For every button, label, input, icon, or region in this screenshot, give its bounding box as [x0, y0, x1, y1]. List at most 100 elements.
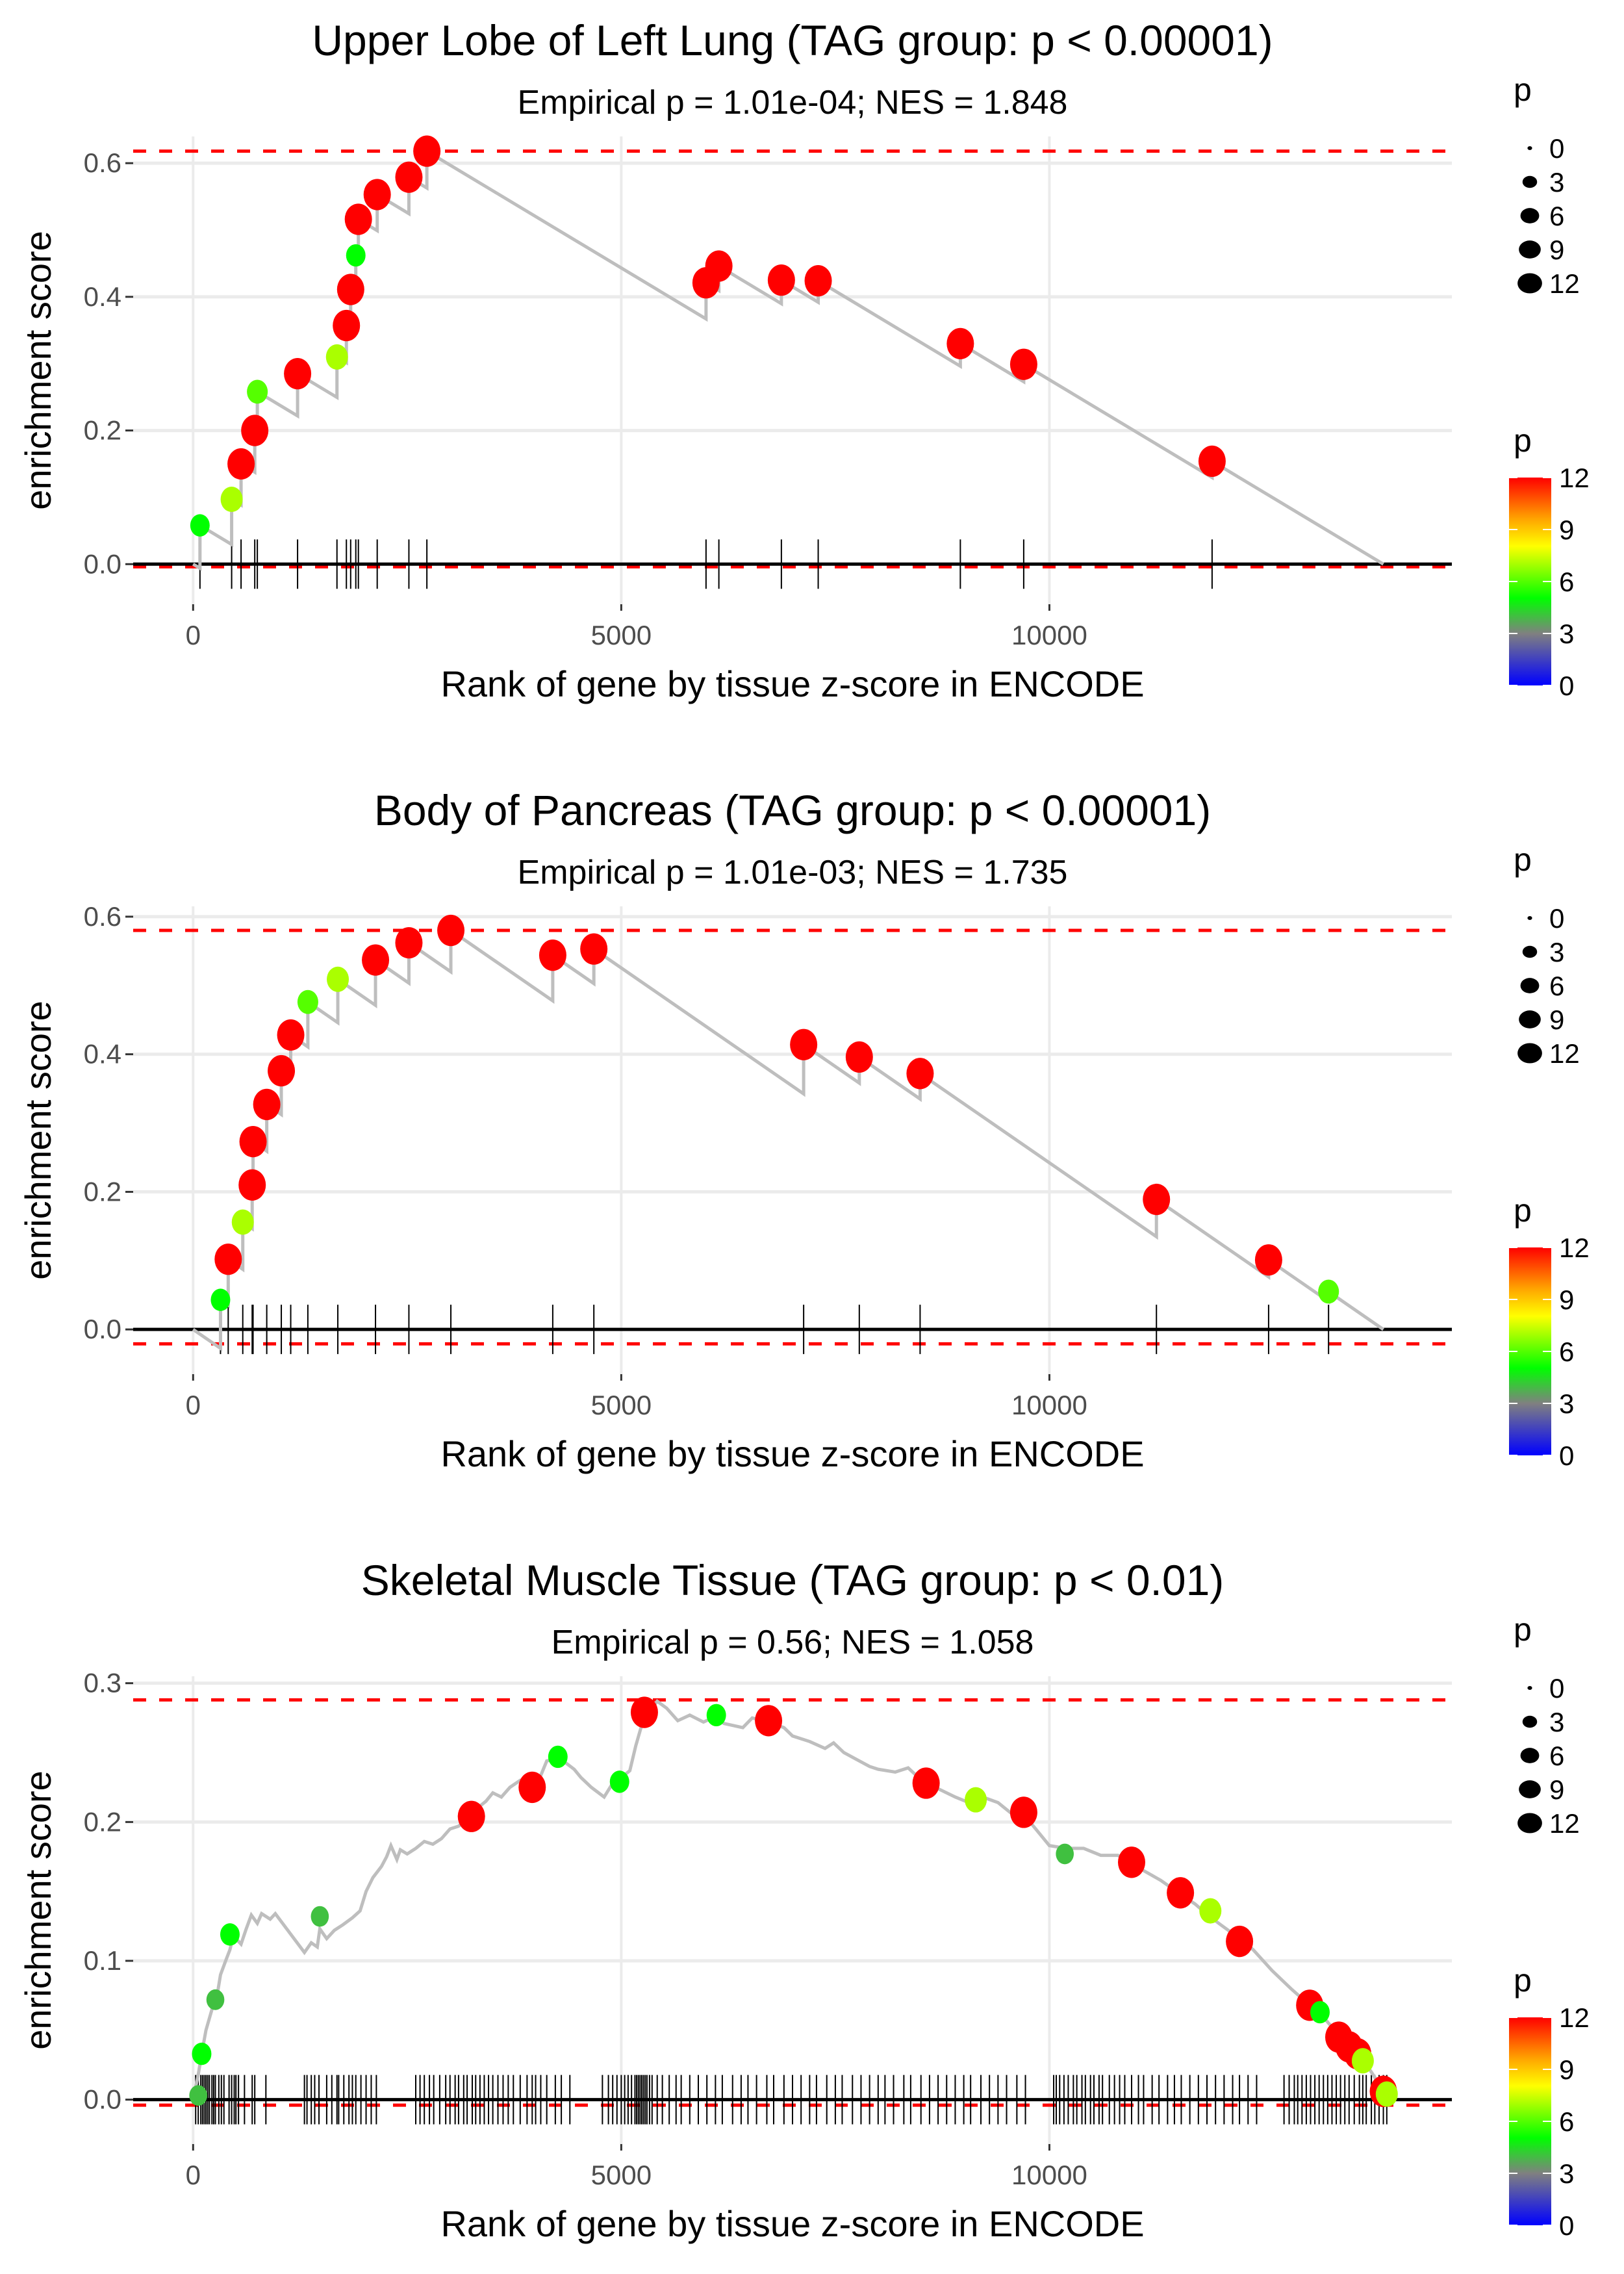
x-tick-label: 10000 [1011, 1390, 1087, 1420]
y-tick-label: 0.4 [84, 281, 121, 312]
x-tick-label: 5000 [591, 1390, 652, 1420]
color-legend-title: p [1514, 422, 1532, 459]
hit-point [1254, 1244, 1282, 1276]
hit-point [277, 1019, 305, 1051]
hit-point [609, 1770, 629, 1793]
hit-point [1143, 1183, 1171, 1216]
size-legend-dot [1519, 1010, 1541, 1028]
size-legend-dot [1519, 1780, 1541, 1798]
hit-point [1056, 1843, 1074, 1865]
color-legend-label: 3 [1559, 2158, 1574, 2189]
x-tick-label: 0 [186, 2160, 201, 2190]
panel-body-of-pancreas: Body of Pancreas (TAG group: p < 0.00001… [18, 786, 1590, 1474]
hit-point [206, 1989, 225, 2010]
hit-point [238, 1169, 266, 1201]
size-legend-dot [1527, 916, 1532, 920]
size-legend-label: 9 [1549, 1774, 1564, 1805]
y-tick-label: 0.2 [84, 1176, 121, 1207]
x-tick-label: 5000 [591, 620, 652, 650]
size-legend-label: 12 [1549, 1038, 1580, 1069]
x-axis-title: Rank of gene by tissue z-score in ENCODE [440, 1433, 1144, 1474]
panel-skeletal-muscle-tissue: Skeletal Muscle Tissue (TAG group: p < 0… [18, 1556, 1590, 2244]
size-legend-dot [1520, 978, 1540, 993]
size-legend-dot [1519, 240, 1541, 259]
y-tick-label: 0.0 [84, 2084, 121, 2115]
size-legend-title: p [1514, 841, 1532, 878]
y-tick-label: 0.6 [84, 901, 121, 932]
y-tick-label: 0.1 [84, 1945, 121, 1976]
y-tick-label: 0.4 [84, 1039, 121, 1069]
hit-point [906, 1058, 934, 1090]
color-legend-label: 9 [1559, 2054, 1574, 2085]
hit-point [214, 1244, 242, 1275]
size-legend-title: p [1514, 1611, 1532, 1648]
hit-point [189, 2085, 207, 2106]
size-legend-label: 6 [1549, 971, 1564, 1001]
y-tick-label: 0.0 [84, 548, 121, 579]
x-tick-label: 5000 [591, 2160, 652, 2190]
hit-point [395, 926, 423, 959]
hit-point [327, 966, 349, 992]
hit-point [1199, 1898, 1222, 1924]
hit-point [539, 939, 566, 971]
panel-upper-lobe-left-lung: Upper Lobe of Left Lung (TAG group: p < … [18, 16, 1590, 704]
y-axis-title: enrichment score [18, 231, 58, 510]
x-tick-label: 0 [186, 620, 201, 650]
hit-point [239, 1125, 267, 1158]
color-legend-label: 12 [1559, 463, 1590, 493]
size-legend-label: 9 [1549, 235, 1564, 265]
size-legend-label: 6 [1549, 1741, 1564, 1771]
hit-point [1009, 348, 1037, 380]
size-legend-label: 0 [1549, 1673, 1564, 1704]
hit-point [268, 1054, 296, 1087]
hit-point [413, 135, 441, 167]
plot-area: 0 5000 10000 0.0 0.2 0.4 0.6 [84, 135, 1452, 650]
size-legend-label: 6 [1549, 201, 1564, 231]
color-legend-label: 12 [1559, 2002, 1590, 2033]
color-legend-label: 6 [1559, 1336, 1574, 1367]
hit-point [325, 344, 348, 370]
size-legend-label: 0 [1549, 133, 1564, 164]
hit-point [1318, 1279, 1339, 1304]
hit-point [333, 309, 361, 342]
hit-point [253, 1088, 281, 1121]
size-legend-dot [1522, 945, 1538, 958]
hit-point [457, 1800, 485, 1832]
color-legend-label: 9 [1559, 1284, 1574, 1315]
y-axis-title: enrichment score [18, 1770, 58, 2050]
hit-point [630, 1696, 658, 1728]
hit-point [518, 1771, 546, 1804]
hit-point [804, 265, 832, 297]
size-legend-label: 12 [1549, 268, 1580, 299]
size-legend-label: 3 [1549, 937, 1564, 967]
hit-point [845, 1041, 873, 1073]
hit-point [231, 1209, 254, 1235]
hit-point [192, 2042, 212, 2065]
size-legend-label: 0 [1549, 903, 1564, 934]
hit-point [1226, 1925, 1254, 1958]
size-legend-label: 9 [1549, 1004, 1564, 1035]
hit-point [311, 1906, 329, 1927]
panel-subtitle: Empirical p = 1.01e-04; NES = 1.848 [518, 84, 1068, 121]
running-sum-line [192, 148, 1384, 572]
hit-point [220, 1923, 240, 1946]
color-legend-label: 0 [1559, 1440, 1574, 1471]
hit-point [706, 1704, 726, 1727]
hit-point [1009, 1796, 1037, 1828]
color-legend-title: p [1514, 1192, 1532, 1229]
color-legend-label: 0 [1559, 2210, 1574, 2241]
hit-point [220, 486, 243, 513]
size-legend-title: p [1514, 71, 1532, 108]
hit-point [227, 448, 255, 480]
color-legend-label: 6 [1559, 567, 1574, 597]
x-axis-title: Rank of gene by tissue z-score in ENCODE [440, 2203, 1144, 2244]
hit-point [363, 179, 391, 211]
size-legend-dot [1517, 1043, 1542, 1064]
hit-point [437, 914, 465, 947]
panel-title: Upper Lobe of Left Lung (TAG group: p < … [312, 16, 1273, 64]
running-sum-line [192, 927, 1384, 1352]
x-tick-label: 10000 [1011, 620, 1087, 650]
hit-point [362, 944, 390, 976]
